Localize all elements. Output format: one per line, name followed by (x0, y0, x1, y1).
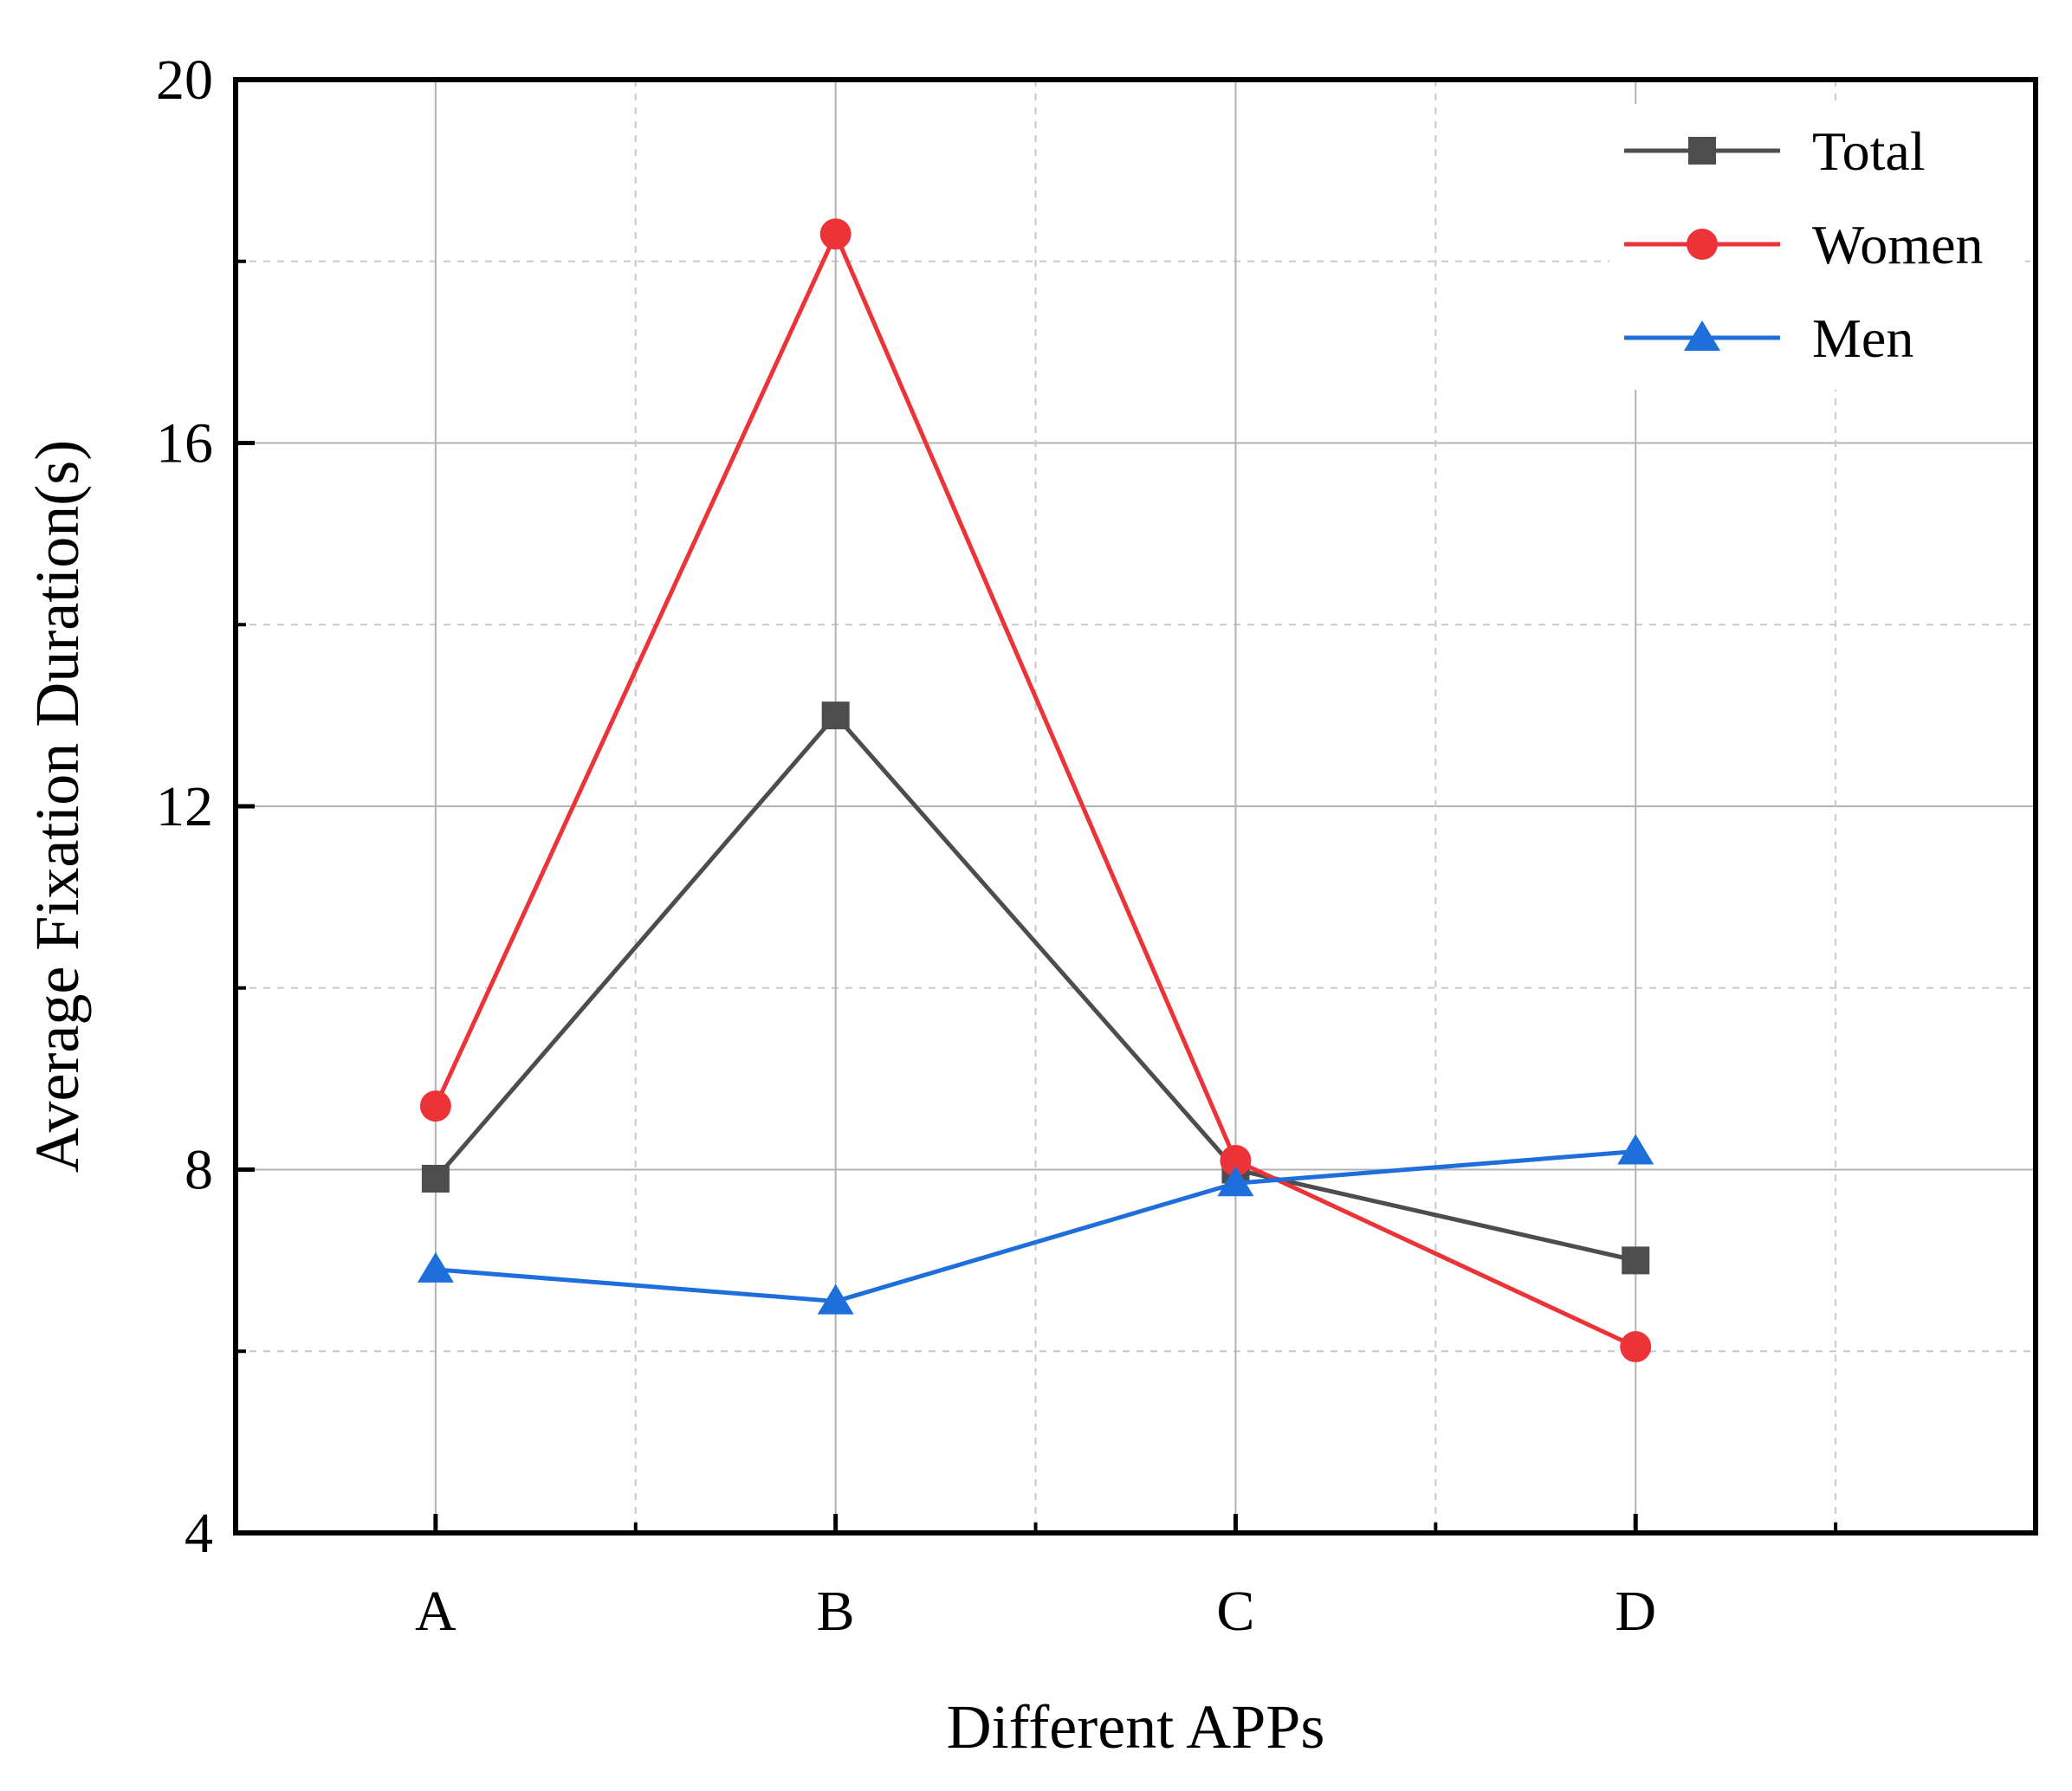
women-point-b (819, 218, 851, 250)
x-tick-label: D (1615, 1580, 1656, 1643)
legend-marker-men (1684, 320, 1720, 351)
y-tick-label: 12 (156, 775, 213, 838)
legend: Total Women Men (1609, 104, 2025, 390)
series-men (417, 1134, 1654, 1315)
tick-layer: 4 8 12 16 20 A B C D (156, 48, 1838, 1643)
y-tick-label: 4 (185, 1502, 213, 1565)
x-tick-label: C (1216, 1580, 1254, 1643)
total-line (433, 713, 1636, 1263)
x-axis-title: Different APPs (947, 1692, 1325, 1762)
legend-item-women: Women (1624, 214, 1983, 275)
series-women (419, 218, 1652, 1363)
total-point-d (1622, 1246, 1650, 1275)
legend-marker-women (1687, 229, 1718, 260)
y-axis-title: Average Fixation Duration(s) (23, 440, 92, 1173)
legend-label-men: Men (1812, 307, 1913, 369)
y-tick-label: 20 (156, 48, 213, 112)
men-point-d (1617, 1134, 1654, 1165)
total-point-a (421, 1164, 450, 1193)
women-point-d (1620, 1331, 1652, 1363)
men-point-b (817, 1283, 854, 1315)
women-point-c (1220, 1145, 1252, 1177)
legend-item-men: Men (1624, 307, 1913, 369)
legend-label-total: Total (1812, 120, 1926, 182)
total-point-b (821, 702, 850, 730)
x-tick-label: A (415, 1580, 456, 1643)
legend-item-total: Total (1624, 120, 1926, 182)
x-tick-label: B (817, 1580, 855, 1643)
men-point-a (417, 1251, 454, 1283)
women-line (433, 231, 1637, 1349)
legend-marker-total (1688, 137, 1716, 165)
series-layer (417, 218, 1654, 1363)
legend-label-women: Women (1812, 214, 1983, 275)
y-tick-label: 16 (156, 412, 213, 475)
y-tick-label: 8 (185, 1139, 213, 1202)
men-point-c (1217, 1166, 1254, 1197)
women-point-a (419, 1090, 451, 1122)
men-line (435, 1149, 1636, 1304)
